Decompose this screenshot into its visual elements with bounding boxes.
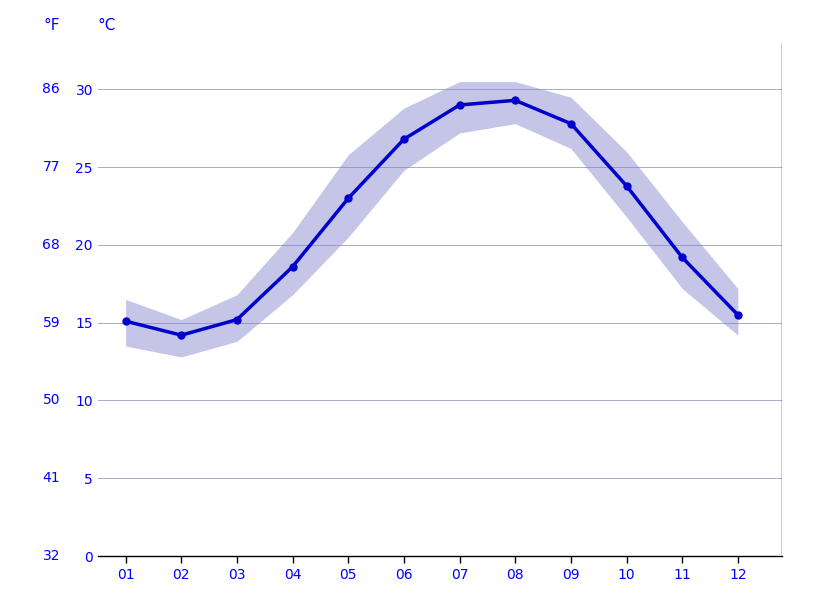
Text: 77: 77 <box>42 160 60 174</box>
Text: 59: 59 <box>42 316 60 330</box>
Text: °F: °F <box>44 18 60 32</box>
Text: 32: 32 <box>42 549 60 563</box>
Text: 41: 41 <box>42 471 60 485</box>
Text: 86: 86 <box>42 82 60 97</box>
Text: °C: °C <box>98 18 117 32</box>
Text: 50: 50 <box>42 393 60 408</box>
Text: 68: 68 <box>42 238 60 252</box>
